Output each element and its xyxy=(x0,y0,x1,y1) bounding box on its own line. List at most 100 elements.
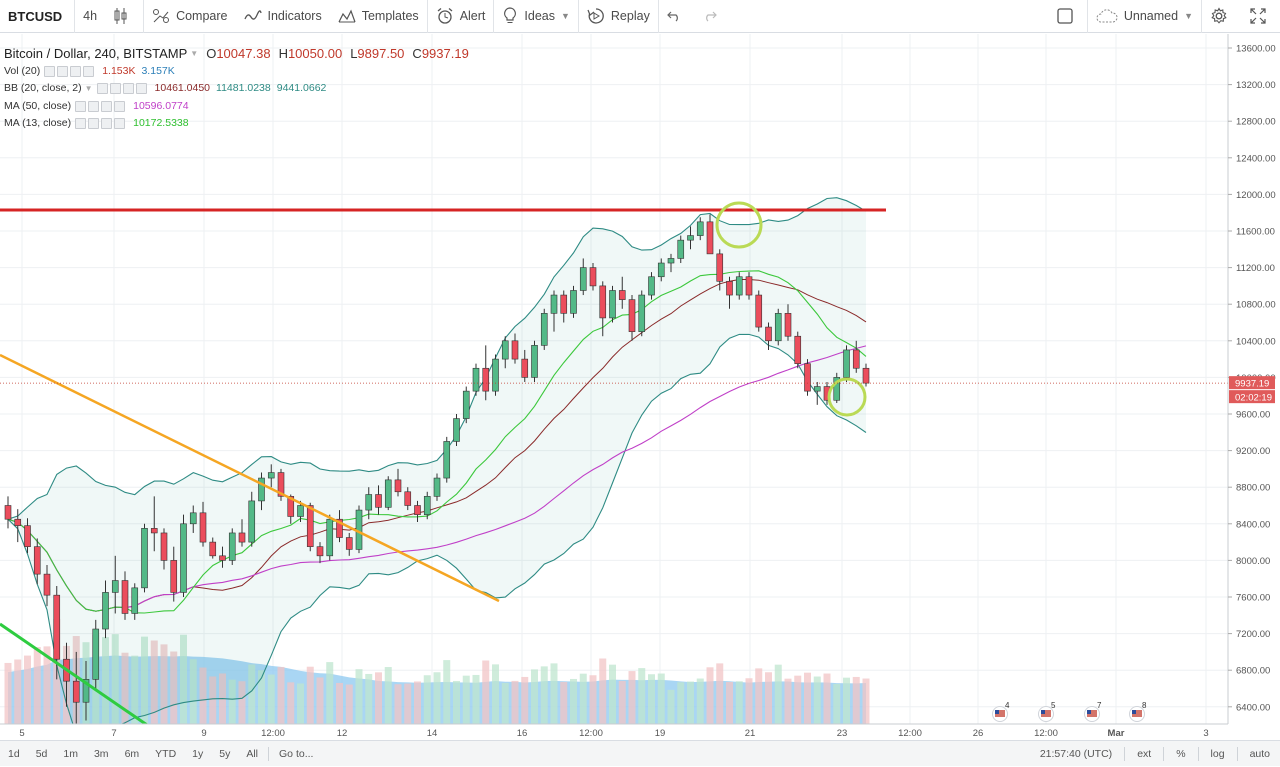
goto-button[interactable]: Go to... xyxy=(279,747,314,760)
settings-icon[interactable] xyxy=(88,118,100,130)
volume-bar xyxy=(677,682,685,724)
price-tick-label: 13200.00 xyxy=(1236,80,1276,91)
divider xyxy=(1124,746,1126,761)
divider xyxy=(74,0,76,33)
compare-button[interactable]: Compare xyxy=(144,0,235,33)
legend-volume[interactable]: Vol (20) 1.153K 3.157K xyxy=(4,63,469,81)
candle-up xyxy=(833,377,841,401)
volume-bar xyxy=(472,674,480,724)
volume-bar xyxy=(852,676,860,724)
templates-button[interactable]: Templates xyxy=(330,0,427,33)
indicator-controls[interactable] xyxy=(75,118,127,130)
symbol-search[interactable]: BTCUSD xyxy=(8,8,63,24)
volume-bar xyxy=(228,679,236,724)
settings-icon[interactable] xyxy=(57,65,69,77)
candle-up xyxy=(92,628,100,680)
event-flag-icon: 8 xyxy=(1129,701,1147,722)
time-tick-label: 26 xyxy=(973,728,984,739)
interval-button[interactable]: 4h xyxy=(83,9,98,23)
time-axis-bg xyxy=(0,724,1280,740)
ext-toggle[interactable]: ext xyxy=(1137,747,1152,760)
ideas-button[interactable]: Ideas ▼ xyxy=(494,0,578,33)
legend-ma13[interactable]: MA (13, close) 10172.5338 xyxy=(4,115,469,133)
more-icon[interactable] xyxy=(122,83,134,95)
price-tick-label: 7600.00 xyxy=(1236,593,1270,604)
range-1d[interactable]: 1d xyxy=(8,747,20,760)
close-icon[interactable] xyxy=(135,83,147,95)
volume-bar xyxy=(843,677,850,724)
more-icon[interactable] xyxy=(101,118,113,130)
alert-button[interactable]: Alert xyxy=(428,0,494,33)
indicators-button[interactable]: Indicators xyxy=(236,0,330,33)
expand-button[interactable] xyxy=(1242,0,1280,33)
replay-button[interactable]: Replay xyxy=(579,0,658,33)
flag-stripes xyxy=(1041,710,1051,717)
ideas-label: Ideas xyxy=(524,9,555,23)
candle-up xyxy=(131,587,139,614)
settings-button[interactable] xyxy=(1202,0,1242,33)
price-tick-label: 9200.00 xyxy=(1236,446,1270,457)
chevron-down-icon[interactable]: ▼ xyxy=(84,84,93,93)
more-icon[interactable] xyxy=(70,65,82,77)
layout-name-button[interactable]: Unnamed ▼ xyxy=(1088,0,1201,33)
volume-bar xyxy=(443,660,451,724)
volume-bar xyxy=(570,678,577,724)
chart-style-button[interactable] xyxy=(105,0,143,33)
candle-down xyxy=(628,299,636,332)
legend-bollinger[interactable]: BB (20, close, 2) ▼ 10461.0450 11481.023… xyxy=(4,80,469,98)
indicator-controls[interactable] xyxy=(96,83,149,95)
percent-toggle[interactable]: % xyxy=(1176,747,1186,760)
settings-icon[interactable] xyxy=(88,100,100,112)
volume-bar xyxy=(521,676,529,724)
candle-down xyxy=(482,367,490,392)
more-icon[interactable] xyxy=(101,100,113,112)
candle-up xyxy=(638,294,646,332)
auto-toggle[interactable]: auto xyxy=(1249,747,1270,760)
clock-readout[interactable]: 21:57:40 (UTC) xyxy=(1039,747,1113,760)
eye-icon[interactable] xyxy=(96,83,108,95)
close-icon[interactable] xyxy=(114,118,126,130)
range-5d[interactable]: 5d xyxy=(35,747,48,760)
range-ytd[interactable]: YTD xyxy=(155,747,177,760)
range-6m[interactable]: 6m xyxy=(124,747,140,760)
candle-down xyxy=(24,525,31,547)
legend-ma50[interactable]: MA (50, close) 10596.0774 xyxy=(4,98,469,116)
indicator-controls[interactable] xyxy=(75,100,127,112)
range-1y[interactable]: 1y xyxy=(192,747,204,760)
range-all[interactable]: All xyxy=(246,747,259,760)
eye-icon[interactable] xyxy=(44,65,56,77)
legend-main-series[interactable]: Bitcoin / Dollar, 240, BITSTAMP ▼ O 10047… xyxy=(4,45,469,63)
range-5y[interactable]: 5y xyxy=(219,747,231,760)
settings-icon[interactable] xyxy=(109,83,121,95)
eye-icon[interactable] xyxy=(75,100,87,112)
fullscreen-toggle-button[interactable] xyxy=(1049,0,1087,33)
ma50-value: 10596.0774 xyxy=(133,99,189,112)
divider xyxy=(1197,746,1199,761)
candle-down xyxy=(599,285,607,319)
divider xyxy=(1201,0,1202,33)
event-flag-icon: 5 xyxy=(1038,701,1056,722)
candle-down xyxy=(336,518,343,538)
drawings[interactable]: 4 5 7 8 xyxy=(0,201,1147,729)
bollinger-bands xyxy=(7,197,867,740)
range-3m[interactable]: 3m xyxy=(93,747,109,760)
close-icon[interactable] xyxy=(114,100,126,112)
eye-icon[interactable] xyxy=(75,118,87,130)
undo-button[interactable] xyxy=(659,0,695,33)
toolbar-right: Unnamed ▼ xyxy=(1049,0,1280,33)
range-1m[interactable]: 1m xyxy=(63,747,78,760)
volume-bar xyxy=(599,658,607,724)
candle-up xyxy=(735,276,743,296)
time-tick-label: 3 xyxy=(1203,728,1208,739)
redo-button[interactable] xyxy=(695,0,731,33)
volume-bar xyxy=(277,666,285,724)
log-toggle[interactable]: log xyxy=(1210,747,1225,760)
candle-up xyxy=(501,340,509,360)
close-icon[interactable] xyxy=(83,65,95,77)
volume-bar xyxy=(404,683,412,724)
indicator-controls[interactable] xyxy=(44,65,96,77)
chevron-down-icon[interactable]: ▼ xyxy=(190,49,199,58)
time-tick-label: 21 xyxy=(745,728,756,739)
